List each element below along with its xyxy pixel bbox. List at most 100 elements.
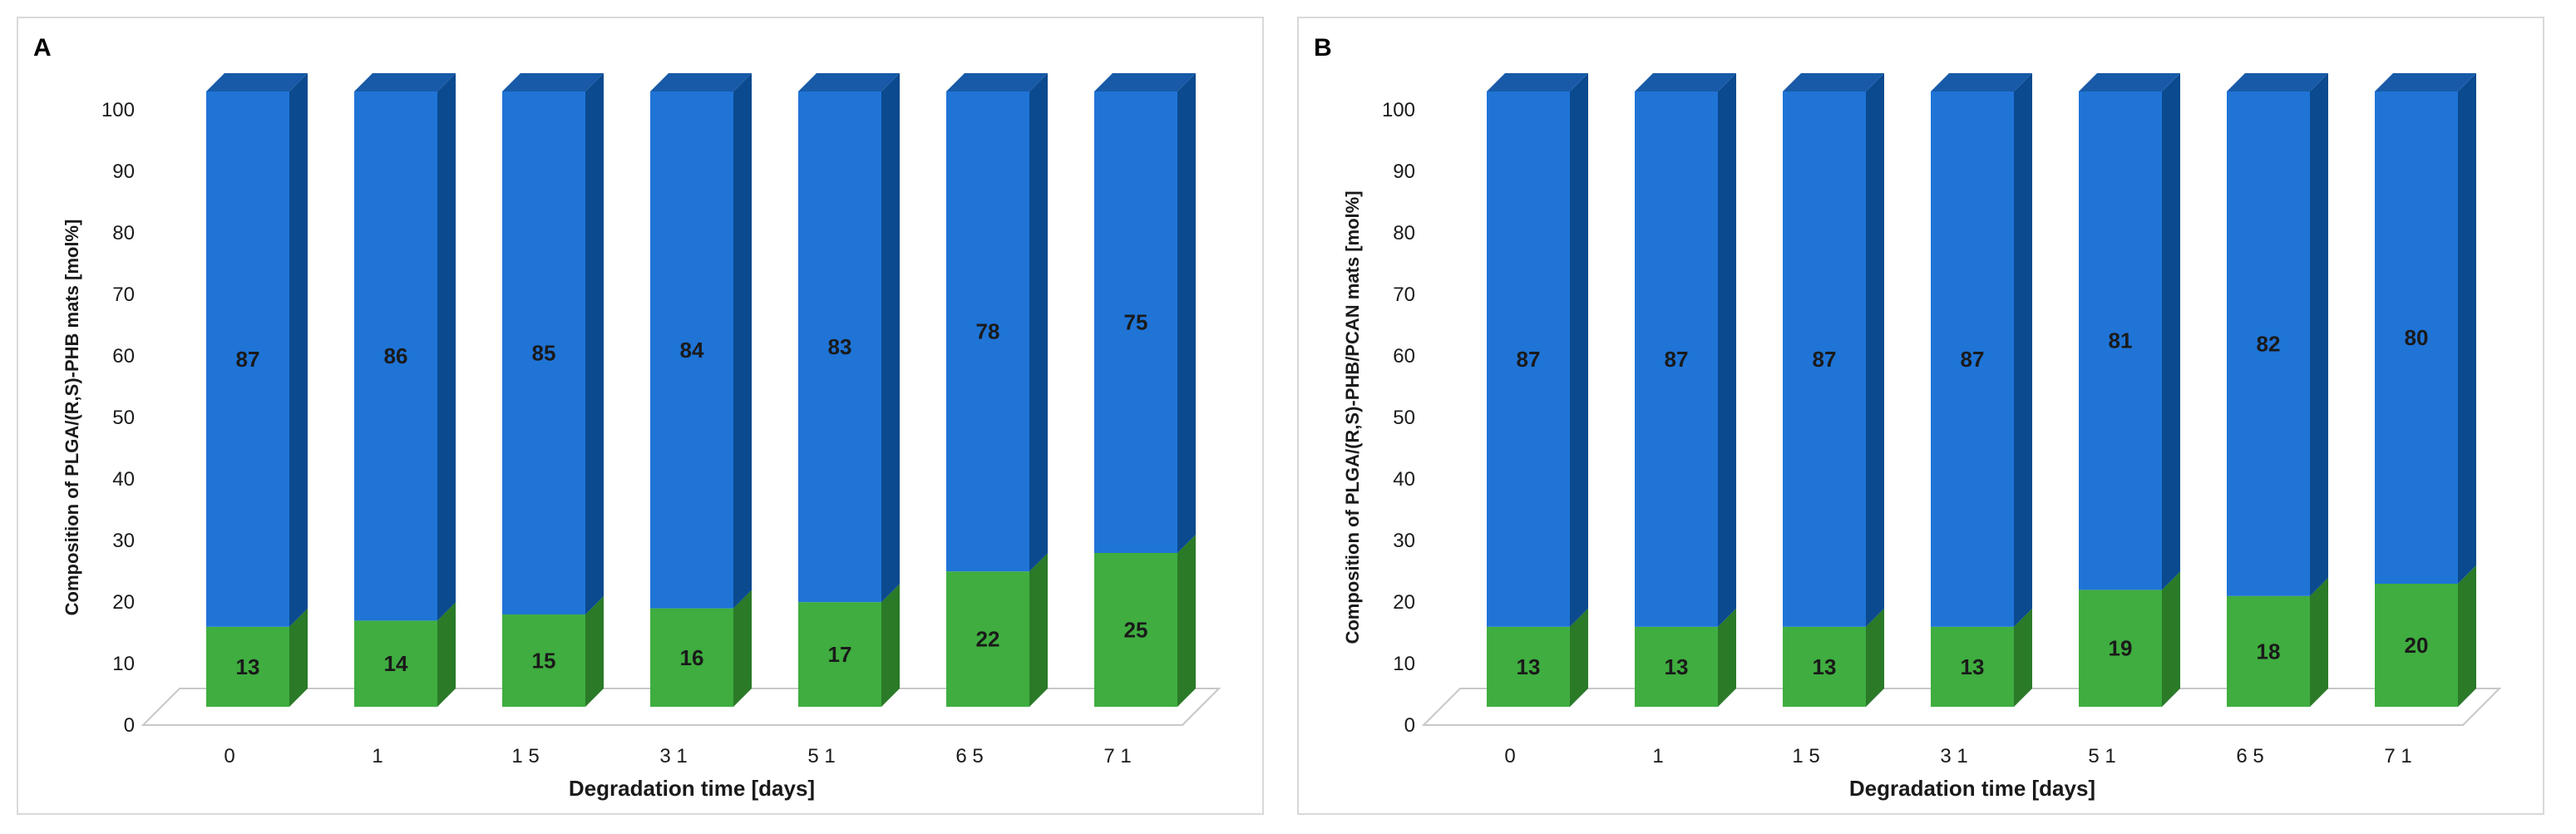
bar-segment-lower	[798, 602, 881, 707]
data-label-upper: 87	[1517, 347, 1541, 372]
bar-side-lower	[1866, 608, 1884, 707]
chart-floor	[1421, 688, 2502, 726]
bar-top-upper	[946, 73, 1048, 91]
bar-segment-upper	[502, 91, 585, 614]
bar-top-upper	[2079, 73, 2180, 91]
bar-segment-upper	[1635, 91, 1718, 627]
bar-segment-lower	[2079, 590, 2162, 707]
y-axis-title: Composition of PLGA/(R,S)-PHB mats [mol%…	[62, 220, 82, 616]
bar-side-upper	[1177, 73, 1196, 553]
bar-segment-lower	[946, 571, 1029, 707]
y-tick-label: 80	[112, 222, 135, 244]
bar-side-lower	[2458, 565, 2476, 707]
x-tick-label: 1 5	[1792, 745, 1819, 767]
bar-segment-upper	[1931, 91, 2014, 627]
y-axis-title: Composition of PLGA/(R,S)-PHB/PCAN mats …	[1342, 190, 1363, 644]
y-tick-label: 20	[112, 591, 135, 614]
bar-segment-lower	[206, 626, 289, 707]
x-tick-label: 1 5	[511, 745, 539, 767]
chart-floor	[141, 688, 1221, 726]
data-label-lower: 22	[976, 627, 1000, 652]
data-label-upper: 86	[384, 343, 408, 368]
bar-side-upper	[1718, 73, 1736, 627]
x-tick-label: 1	[1652, 745, 1663, 767]
y-tick-label: 90	[1393, 160, 1415, 183]
y-tick-label: 100	[101, 99, 135, 121]
bar-side-lower	[1029, 553, 1048, 707]
bar-top-upper	[502, 73, 604, 91]
bar-segment-upper	[206, 91, 289, 627]
data-label-lower: 25	[1124, 618, 1148, 643]
x-tick-label: 7 1	[1103, 745, 1131, 767]
data-label-lower: 18	[2257, 639, 2281, 664]
y-tick-label: 50	[112, 407, 135, 429]
bar-segment-lower	[1094, 553, 1177, 707]
bar-segment-upper	[1783, 91, 1866, 627]
bar-side-upper	[733, 73, 752, 609]
bar-segment-upper	[798, 91, 881, 603]
y-tick-label: 60	[1393, 345, 1415, 368]
bar-segment-lower	[2227, 595, 2310, 707]
bar-side-lower	[2310, 577, 2328, 707]
bar-side-upper	[1570, 73, 1588, 627]
bar-side-lower	[437, 602, 456, 707]
data-label-upper: 78	[976, 319, 1000, 344]
data-label-upper: 87	[236, 347, 260, 372]
data-label-lower: 13	[236, 654, 260, 679]
bar-side-lower	[2162, 571, 2180, 707]
x-tick-label: 1	[372, 745, 382, 767]
y-tick-label: 40	[1393, 468, 1415, 491]
bar-segment-upper	[946, 91, 1029, 572]
bar-segment-lower	[650, 608, 733, 707]
bar-top-upper	[1487, 73, 1588, 91]
bar-segment-upper	[2079, 91, 2162, 590]
bar-side-upper	[437, 73, 456, 621]
data-label-upper: 87	[1813, 347, 1837, 372]
bar-side-upper	[1866, 73, 1884, 627]
bar-side-upper	[2162, 73, 2180, 590]
panel-label: A	[33, 34, 52, 62]
y-tick-label: 30	[1393, 530, 1415, 552]
data-label-upper: 81	[2109, 328, 2133, 353]
bar-segment-upper	[2227, 91, 2310, 596]
panel-label: B	[1314, 34, 1332, 62]
bar-segment-lower	[1635, 626, 1718, 707]
data-label-lower: 13	[1517, 654, 1541, 679]
x-tick-label: 7 1	[2384, 745, 2411, 767]
data-label-upper: 87	[1665, 347, 1689, 372]
bar-side-upper	[2014, 73, 2032, 627]
bar-top-upper	[798, 73, 900, 91]
bar-top-upper	[354, 73, 456, 91]
y-tick-label: 70	[112, 284, 135, 306]
bar-top-upper	[1635, 73, 1736, 91]
y-tick-label: 0	[124, 714, 135, 737]
bar-segment-lower	[1783, 626, 1866, 707]
bar-side-upper	[585, 73, 604, 614]
y-tick-label: 70	[1393, 284, 1415, 306]
data-label-upper: 82	[2257, 331, 2281, 356]
bar-segment-upper	[2375, 91, 2458, 584]
chart-panel-b: B 0 10 20 30 40 50 60 70 80 90 100 Composition of PL…	[1297, 17, 2544, 815]
x-tick-label: 5 1	[807, 745, 835, 767]
bar-side-upper	[289, 73, 308, 627]
data-label-upper: 85	[532, 341, 556, 366]
data-label-lower: 13	[1665, 654, 1689, 679]
y-tick-label: 40	[112, 468, 135, 491]
bar-top-upper	[1094, 73, 1196, 91]
bar-side-lower	[733, 590, 752, 707]
data-label-lower: 13	[1961, 654, 1985, 679]
bar-segment-lower	[502, 614, 585, 707]
bar-side-upper	[2310, 73, 2328, 596]
data-label-lower: 13	[1813, 654, 1837, 679]
x-tick-label: 0	[1504, 745, 1515, 767]
x-tick-label: 6 5	[2236, 745, 2263, 767]
bar-side-upper	[881, 73, 900, 603]
bar-side-lower	[289, 608, 308, 707]
data-label-lower: 20	[2405, 633, 2429, 658]
data-label-lower: 19	[2109, 636, 2133, 661]
bar-top-upper	[1783, 73, 1884, 91]
x-tick-label: 3 1	[1940, 745, 1967, 767]
bar-side-lower	[881, 584, 900, 707]
